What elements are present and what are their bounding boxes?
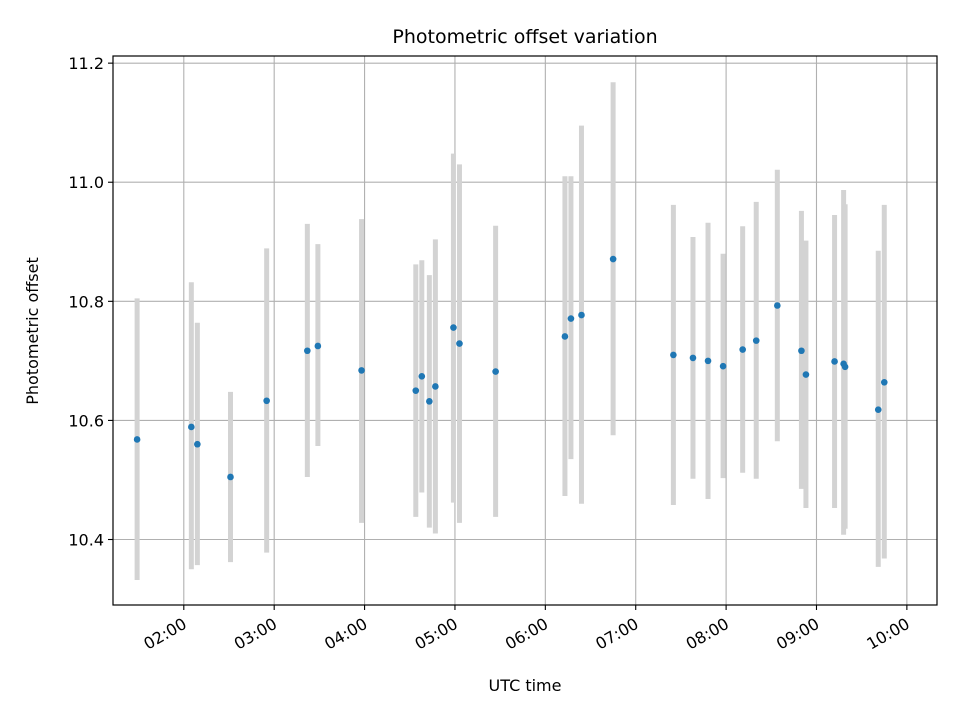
data-point [752,337,760,344]
data-point [188,423,195,431]
y-axis-ticks: 10.4 10.6 10.8 11.0 11.2 [68,54,113,550]
data-point [304,347,311,355]
data-point [739,346,746,353]
data-point [314,342,322,350]
y-axis-label: Photometric offset [23,257,42,405]
data-point [492,368,499,375]
data-point [263,397,270,405]
y-tick-label: 10.4 [68,531,104,550]
data-point [831,358,838,365]
data-point [719,362,727,370]
data-point [432,383,439,390]
data-point [133,436,141,443]
data-point [456,340,463,347]
y-tick-label: 11.2 [68,54,104,73]
data-point [689,354,697,362]
data-point [578,311,585,319]
data-point [227,473,234,481]
y-tick-label: 11.0 [68,173,104,192]
data-point [880,379,888,386]
x-axis-label: UTC time [489,676,562,695]
data-point [418,373,426,380]
data-point [450,324,457,331]
chart-title: Photometric offset variation [392,26,657,48]
plot-frame [112,55,938,606]
data-point [426,398,433,405]
data-point [561,333,569,340]
data-points [133,255,888,481]
data-point [358,367,365,374]
data-point [798,347,805,355]
data-point [874,406,882,413]
data-point [412,387,420,394]
data-point [704,357,712,365]
data-point [194,440,201,448]
data-point [774,302,781,309]
y-tick-label: 10.6 [68,411,104,430]
data-point [841,363,849,371]
y-tick-label: 10.8 [68,292,104,311]
data-point [670,351,677,359]
data-point [567,315,575,322]
data-point [802,371,810,378]
data-point [609,255,617,263]
